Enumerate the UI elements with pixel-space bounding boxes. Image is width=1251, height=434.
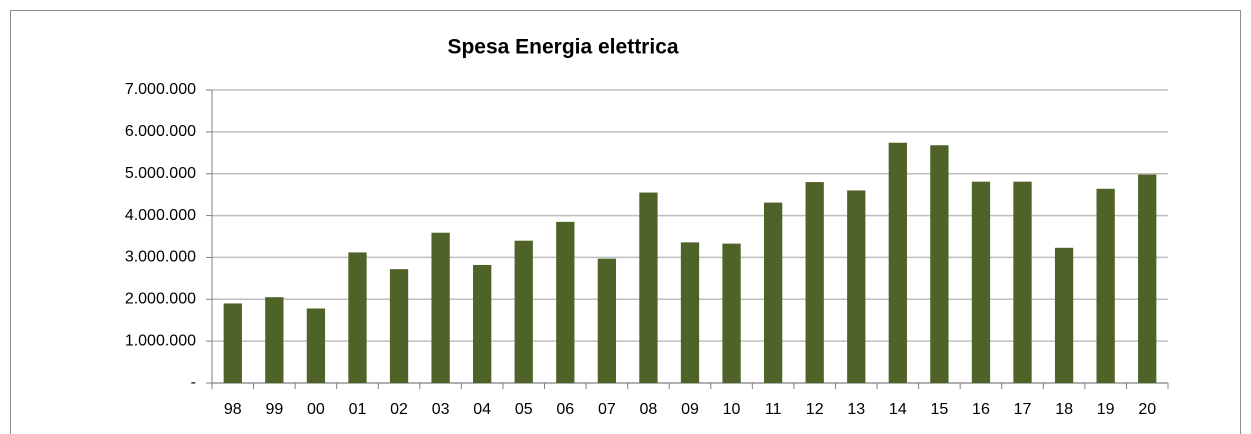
x-tick-label: 13 xyxy=(847,401,865,418)
y-tick-label: 1.000.000 xyxy=(125,332,196,349)
chart-title: Spesa Energia elettrica xyxy=(447,36,678,59)
bar xyxy=(514,240,533,383)
x-tick-label: 10 xyxy=(723,401,741,418)
y-tick-label: 3.000.000 xyxy=(125,249,196,266)
bar xyxy=(556,221,575,383)
x-tick-label: 05 xyxy=(515,401,533,418)
x-tick-label: 14 xyxy=(889,401,907,418)
bar xyxy=(888,142,907,383)
x-tick-label: 11 xyxy=(765,401,782,418)
x-tick-label: 04 xyxy=(473,401,491,418)
bar xyxy=(847,190,866,383)
bar xyxy=(306,308,326,383)
y-tick-label: 5.000.000 xyxy=(125,165,196,182)
x-tick-label: 02 xyxy=(390,401,408,418)
x-tick-label: 07 xyxy=(598,401,616,418)
y-tick-label: 2.000.000 xyxy=(125,291,196,308)
x-tick-label: 15 xyxy=(930,401,948,418)
y-tick-label: - xyxy=(191,374,196,391)
bar xyxy=(805,182,824,383)
y-tick-label: 6.000.000 xyxy=(125,123,196,140)
bar xyxy=(971,181,991,383)
bar xyxy=(348,252,367,383)
bar xyxy=(680,242,700,383)
bar xyxy=(722,243,741,383)
x-tick-label: 01 xyxy=(349,401,367,418)
y-tick-label: 7.000.000 xyxy=(125,81,196,98)
x-tick-label: 20 xyxy=(1138,401,1156,418)
bar xyxy=(1138,174,1157,383)
bar xyxy=(930,145,949,383)
bar xyxy=(223,303,242,383)
x-tick-label: 19 xyxy=(1097,401,1115,418)
bar xyxy=(389,269,409,383)
x-tick-label: 17 xyxy=(1014,401,1032,418)
bar xyxy=(763,202,783,383)
x-tick-label: 99 xyxy=(265,401,283,418)
y-tick-label: 4.000.000 xyxy=(125,207,196,224)
bar xyxy=(265,297,284,383)
x-tick-label: 98 xyxy=(224,401,242,418)
bar xyxy=(1013,181,1032,383)
x-tick-label: 09 xyxy=(681,401,699,418)
x-tick-label: 06 xyxy=(556,401,574,418)
bar xyxy=(639,192,658,383)
bar xyxy=(1096,188,1115,383)
bar xyxy=(597,258,617,383)
x-tick-label: 12 xyxy=(806,401,824,418)
bar xyxy=(1054,247,1074,383)
x-tick-label: 08 xyxy=(640,401,658,418)
x-tick-label: 16 xyxy=(972,401,990,418)
bar xyxy=(431,232,450,383)
bar xyxy=(473,264,492,383)
x-tick-label: 00 xyxy=(307,401,325,418)
x-tick-label: 18 xyxy=(1055,401,1073,418)
x-tick-label: 03 xyxy=(432,401,450,418)
chart-frame xyxy=(10,10,1241,434)
